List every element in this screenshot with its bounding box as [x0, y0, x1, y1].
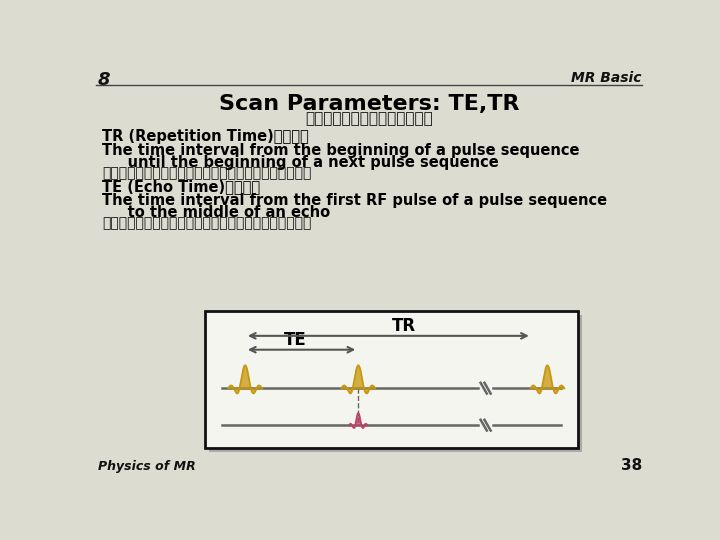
Text: MR Basic: MR Basic: [571, 71, 642, 85]
Text: until the beginning of a next pulse sequence: until the beginning of a next pulse sequ…: [102, 155, 499, 170]
Text: Physics of MR: Physics of MR: [98, 460, 196, 473]
Text: 8: 8: [98, 71, 110, 89]
Text: 扫描参数：回波时间，重复时间: 扫描参数：回波时间，重复时间: [305, 111, 433, 126]
Text: Scan Parameters: TE,TR: Scan Parameters: TE,TR: [219, 94, 519, 114]
Text: The time interval from the first RF pulse of a pulse sequence: The time interval from the first RF puls…: [102, 193, 608, 208]
Text: to the middle of an echo: to the middle of an echo: [102, 205, 330, 220]
Text: 脉冲序列的第一个射频脉冲到一个回波的中点的时间间隔: 脉冲序列的第一个射频脉冲到一个回波的中点的时间间隔: [102, 217, 312, 231]
Bar: [209, 315, 582, 452]
Text: TR (Repetition Time)重复时间: TR (Repetition Time)重复时间: [102, 130, 309, 145]
Text: TR: TR: [392, 317, 416, 335]
Text: 一个射频脉冲的开始到下一个射频脉冲的开始的时间间隔: 一个射频脉冲的开始到下一个射频脉冲的开始的时间间隔: [102, 166, 312, 180]
Text: The time interval from the beginning of a pulse sequence: The time interval from the beginning of …: [102, 143, 580, 158]
Text: 38: 38: [621, 458, 642, 473]
Bar: [204, 311, 578, 448]
Text: TE (Echo Time)回波时间: TE (Echo Time)回波时间: [102, 179, 261, 194]
Text: TE: TE: [284, 331, 307, 349]
